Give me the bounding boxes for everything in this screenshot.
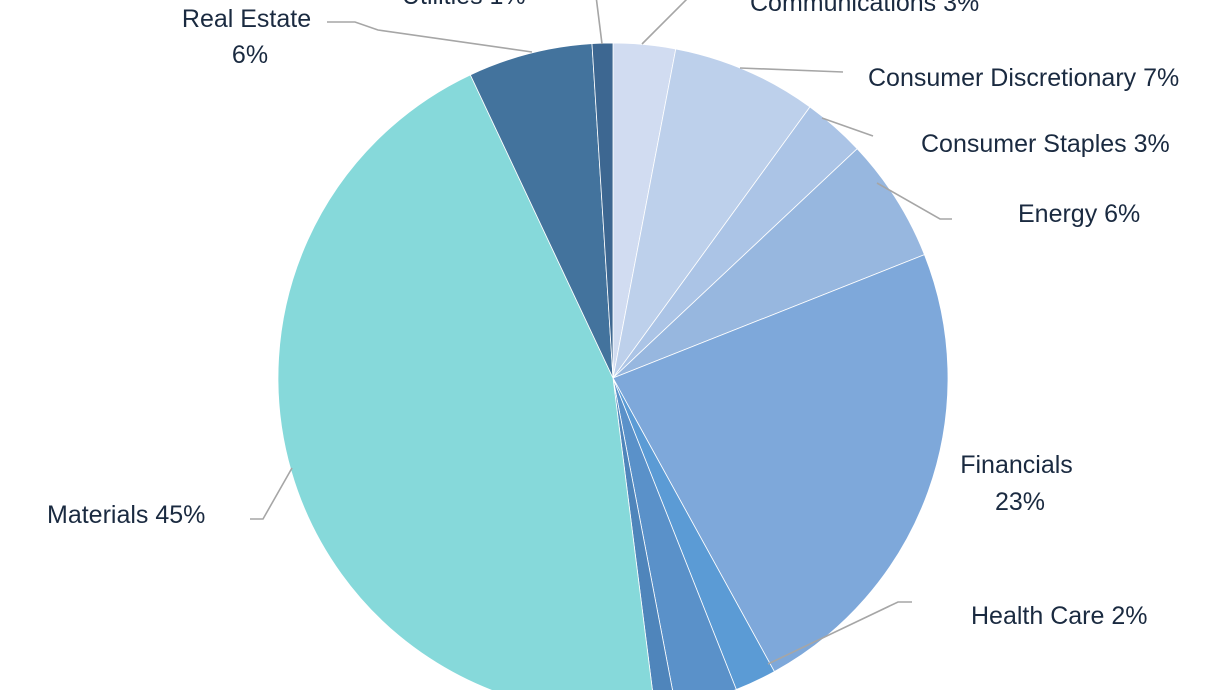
leader-line-real-estate [327, 21, 533, 53]
data-label-communications: Communications 3% [750, 0, 979, 17]
pie-slice-industrials [612, 377, 737, 690]
leader-line-consumer-staples [821, 117, 874, 137]
leader-lines [250, 0, 952, 665]
leader-line-utilities [595, 0, 603, 45]
data-label-financials-name: Financials [960, 451, 1073, 479]
pie-slice-materials [277, 74, 653, 690]
pie-slice-energy [612, 148, 925, 379]
data-label-materials: Materials 45% [47, 501, 205, 529]
pie-slice-real-estate [469, 43, 614, 379]
data-label-utilities: Utilities 1% [402, 0, 526, 10]
pie-slice-consumer-discretionary [612, 48, 811, 379]
data-label-consumer-staples: Consumer Staples 3% [921, 130, 1170, 158]
leader-line-health-care [767, 601, 912, 665]
data-label-financials-value: 23% [995, 488, 1045, 516]
pie-slices [277, 42, 949, 690]
leader-line-communications [641, 0, 688, 45]
leader-line-consumer-discretionary [739, 67, 844, 73]
data-label-real-estate: Real Estate 6% [182, 5, 318, 69]
data-label-real-estate-value: 6% [232, 41, 268, 69]
leader-line-materials [250, 467, 293, 520]
pie-slice-information-technology [612, 377, 673, 690]
data-label-health-care: Health Care 2% [971, 602, 1147, 630]
data-label-consumer-discretionary: Consumer Discretionary 7% [868, 64, 1179, 92]
data-label-energy: Energy 6% [1018, 200, 1140, 228]
data-label-real-estate-name: Real Estate [182, 5, 311, 33]
data-labels: Communications 3% Consumer Discretionary… [47, 0, 1179, 630]
data-label-financials: Financials 23% [960, 451, 1080, 516]
leader-line-energy [876, 182, 952, 220]
